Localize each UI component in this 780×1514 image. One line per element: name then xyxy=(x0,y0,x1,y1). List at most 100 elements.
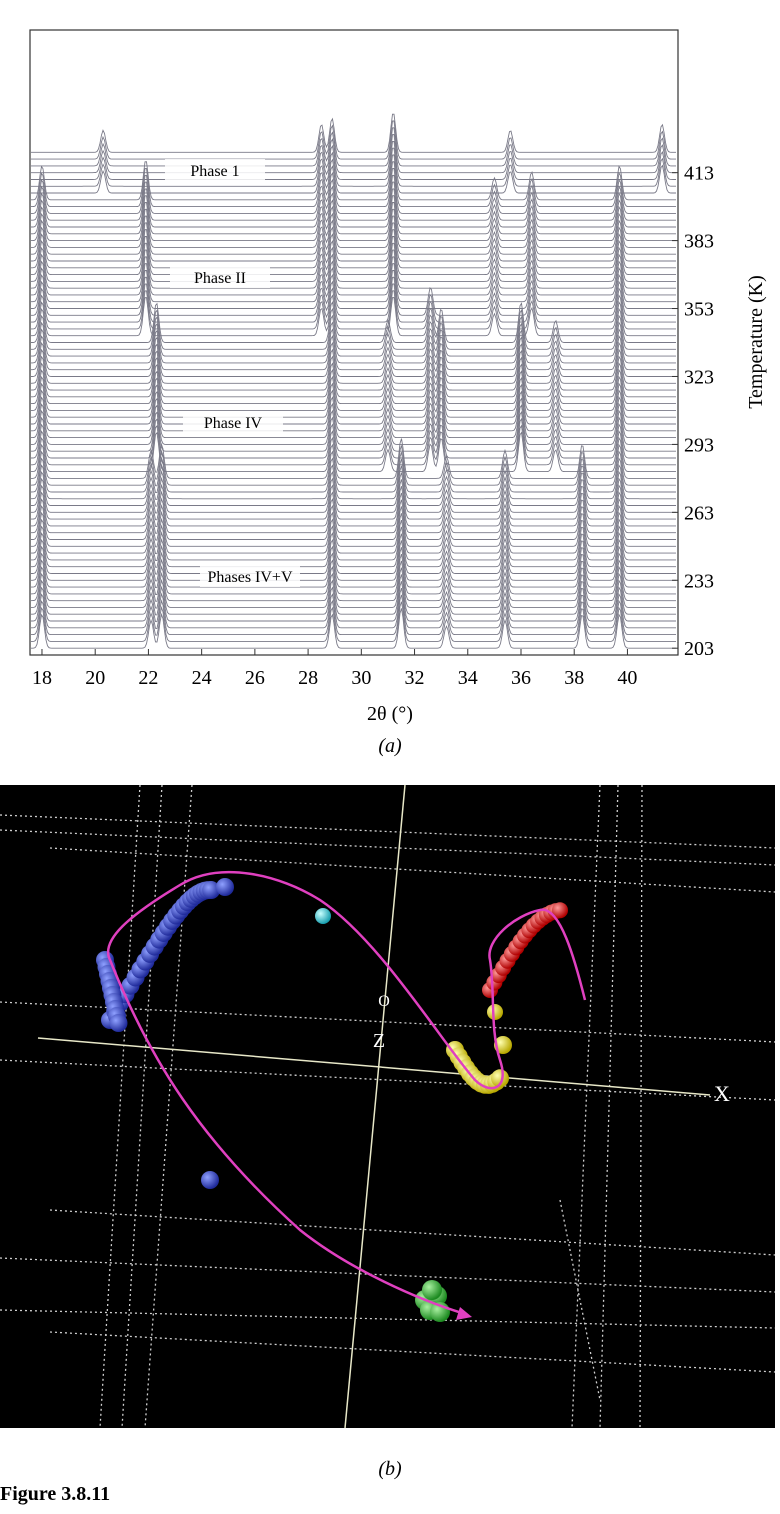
grid-line-3d xyxy=(49,1209,776,1256)
trace xyxy=(31,154,676,194)
grid-line-3d xyxy=(49,847,776,893)
trace xyxy=(31,256,676,296)
trace xyxy=(30,553,676,595)
trace xyxy=(31,492,676,534)
trace xyxy=(31,174,676,214)
trace xyxy=(31,390,676,432)
trace xyxy=(31,283,676,323)
phase-label: Phase 1 xyxy=(190,163,239,180)
trace xyxy=(31,540,676,581)
trace xyxy=(31,513,676,554)
phase-label: Phase IV xyxy=(204,415,263,432)
trace xyxy=(31,140,676,180)
spheres xyxy=(96,878,568,1322)
trace xyxy=(31,290,676,330)
trace xyxy=(31,594,676,636)
x-tick-label: 38 xyxy=(564,667,584,689)
sphere xyxy=(422,1280,442,1300)
trace xyxy=(31,397,676,439)
figure-label: Figure 3.8.11 xyxy=(0,1483,110,1505)
grid-line-3d xyxy=(0,1257,776,1293)
x-tick-label: 40 xyxy=(617,667,637,689)
sphere xyxy=(552,902,568,919)
grid-line-3d xyxy=(0,829,776,866)
grid-line-3d xyxy=(99,784,141,1429)
trace xyxy=(31,215,676,255)
trace xyxy=(31,188,676,228)
trace xyxy=(31,465,676,506)
trace xyxy=(30,349,676,391)
trajectory xyxy=(106,870,587,1315)
trace xyxy=(31,438,676,479)
trace xyxy=(30,452,676,493)
trace xyxy=(31,147,676,187)
x-tick-label: 26 xyxy=(245,667,265,689)
grid-line-3d xyxy=(0,1059,776,1101)
x-tick-label: 32 xyxy=(405,667,425,689)
trace xyxy=(31,113,676,153)
grid-line-3d xyxy=(49,1331,776,1373)
grid-line-3d xyxy=(0,1001,776,1043)
z-axis-3d xyxy=(344,784,406,1429)
trace xyxy=(31,229,676,269)
trace xyxy=(31,263,676,303)
trace xyxy=(30,242,676,282)
trace xyxy=(31,601,676,642)
trace xyxy=(30,249,676,289)
caption-b: (b) xyxy=(378,1458,402,1480)
trace xyxy=(31,506,676,547)
trace xyxy=(31,127,676,167)
trace xyxy=(31,134,676,174)
phase-label-bg xyxy=(200,565,300,587)
trace xyxy=(31,356,676,398)
origin-label: O xyxy=(378,993,390,1010)
trace xyxy=(31,120,676,160)
grid-3d xyxy=(0,784,776,1429)
grid-line-3d xyxy=(0,1309,776,1329)
sphere xyxy=(202,881,221,900)
x-axis-label: 2θ (°) xyxy=(367,703,413,725)
trace xyxy=(31,370,676,411)
x-tick-label: 24 xyxy=(192,667,212,689)
trace xyxy=(31,519,676,561)
trace xyxy=(31,181,676,221)
grid-line-3d xyxy=(121,784,163,1429)
x-tick-label: 28 xyxy=(298,667,318,689)
x-tick-label: 36 xyxy=(511,667,531,689)
trace xyxy=(31,302,676,343)
sphere xyxy=(315,908,331,924)
trace xyxy=(31,479,676,520)
trace xyxy=(31,322,676,364)
axis-x-label: X xyxy=(714,1081,730,1106)
trace xyxy=(31,417,676,459)
x-tick-label: 22 xyxy=(138,667,158,689)
y-tick-label: 263 xyxy=(684,502,714,524)
arrow-head xyxy=(456,1307,472,1320)
grid-line-3d xyxy=(599,784,619,1429)
y-axis-label: Temperature (K) xyxy=(745,275,767,409)
sphere xyxy=(487,1004,503,1020)
trace xyxy=(31,431,676,473)
grid-line-3d xyxy=(639,784,643,1429)
trace xyxy=(30,445,676,486)
trace xyxy=(31,276,676,316)
sphere xyxy=(491,1069,509,1088)
phase-label: Phase II xyxy=(194,270,246,287)
trace xyxy=(31,533,676,574)
trace xyxy=(31,168,676,208)
x-tick-label: 30 xyxy=(351,667,371,689)
sphere xyxy=(494,1036,512,1054)
trace xyxy=(31,567,676,608)
trace xyxy=(31,608,676,649)
trace xyxy=(31,458,676,500)
y-tick-label: 413 xyxy=(684,163,714,185)
trace xyxy=(31,404,676,445)
traces xyxy=(30,113,676,649)
axis-z-label: Z xyxy=(373,1030,385,1052)
trace xyxy=(31,297,676,337)
trace xyxy=(31,526,676,568)
trace xyxy=(31,161,676,201)
trace xyxy=(31,336,676,377)
grid-line-3d xyxy=(0,814,776,849)
